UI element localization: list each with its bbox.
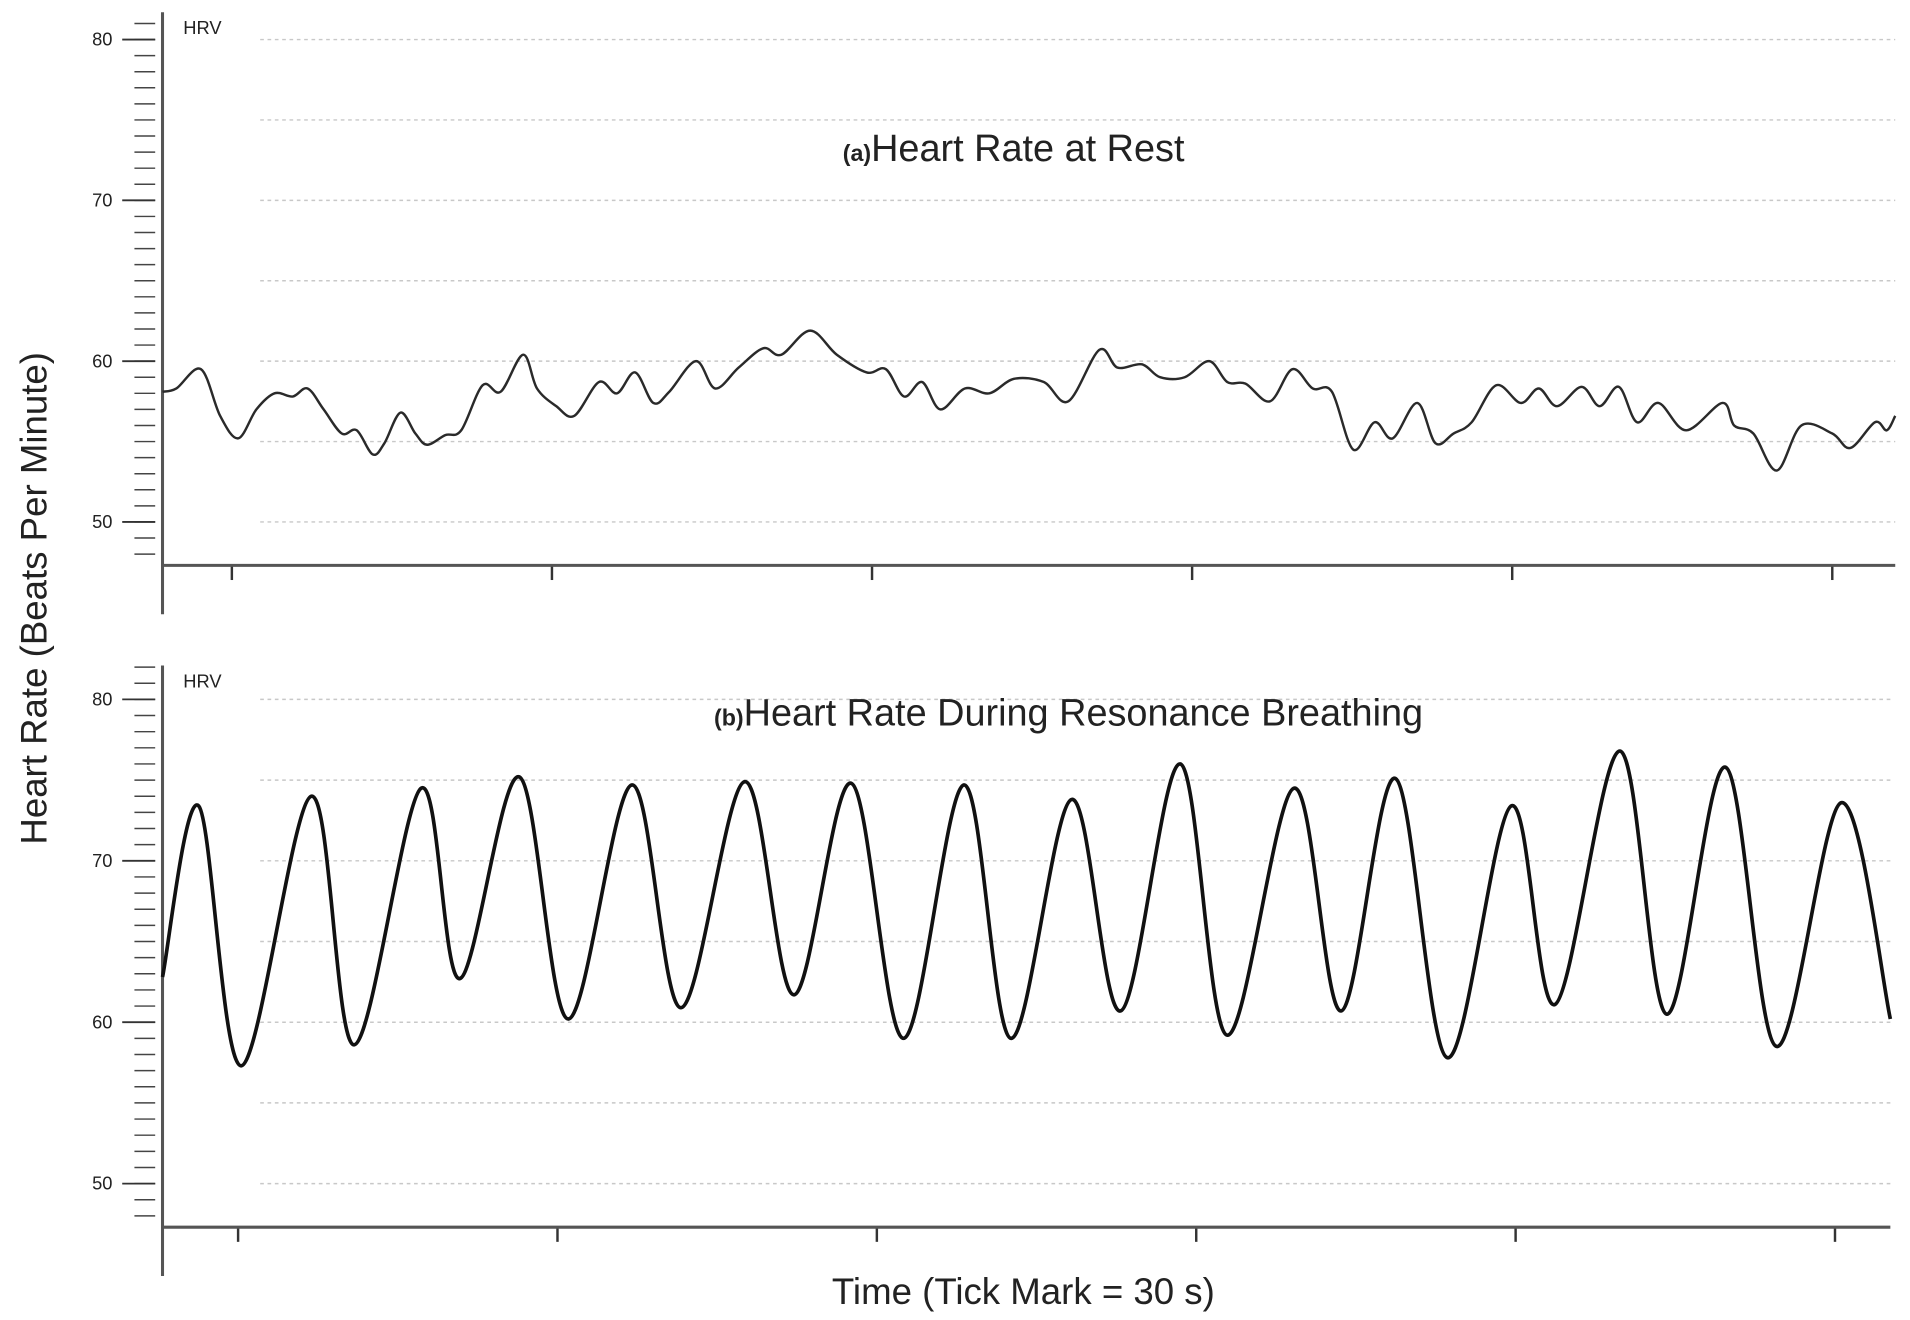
channel-label: HRV [183, 17, 222, 38]
panel-label: (b) [714, 704, 744, 730]
y-tick-label: 50 [92, 1173, 112, 1194]
y-tick-label: 70 [92, 850, 112, 871]
heart-rate-line [162, 329, 1897, 472]
y-axis-label: Heart Rate (Beats Per Minute) [14, 352, 55, 845]
title-text: Heart Rate During Resonance Breathing [744, 692, 1423, 734]
y-tick-label: 80 [92, 688, 112, 709]
panel-title: (a)Heart Rate at Rest [843, 128, 1185, 170]
panel-label: (a) [843, 140, 871, 166]
panel-title: (b)Heart Rate During Resonance Breathing [714, 692, 1423, 734]
y-tick-label: 50 [92, 511, 112, 532]
y-tick-label: 60 [92, 1011, 112, 1032]
heart-rate-line [160, 749, 1893, 1068]
title-text: Heart Rate at Rest [871, 128, 1185, 170]
y-tick-label: 70 [92, 189, 112, 210]
channel-label: HRV [183, 670, 222, 691]
y-tick-label: 60 [92, 350, 112, 371]
x-axis-label: Time (Tick Mark = 30 s) [832, 1271, 1215, 1312]
y-tick-label: 80 [92, 29, 112, 50]
